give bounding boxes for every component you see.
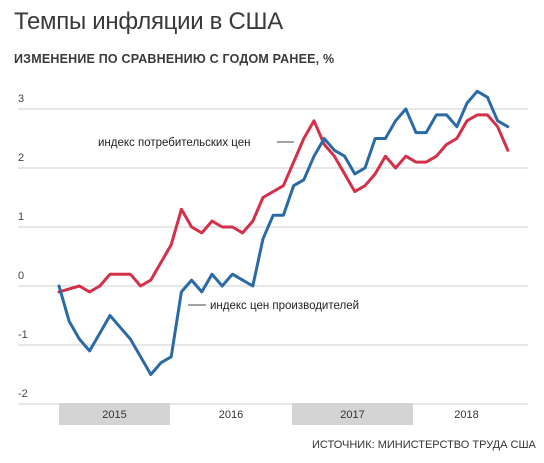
series-lines (57, 89, 510, 376)
y-tick-label: -1 (18, 329, 28, 341)
series-label-ppi: индекс цен производителей (210, 300, 359, 312)
y-tick-label: -2 (18, 388, 28, 400)
gridlines (18, 108, 528, 405)
y-tick-label: 0 (18, 270, 24, 282)
year-label: 2018 (454, 409, 478, 421)
chart-subtitle: ИЗМЕНЕНИЕ ПО СРАВНЕНИЮ С ГОДОМ РАНЕЕ, % (14, 52, 335, 66)
year-label: 2015 (102, 409, 126, 421)
chart-title: Темпы инфляции в США (14, 8, 283, 35)
y-axis-tick-labels: 3 2 1 0 -1 -2 (18, 93, 28, 400)
year-band-segment (292, 403, 413, 425)
y-tick-label: 3 (18, 93, 24, 105)
series-line-ppi (57, 89, 510, 376)
y-tick-label: 2 (18, 152, 24, 164)
year-band: 2015 2016 2017 2018 (59, 403, 479, 425)
y-tick-label: 1 (18, 211, 24, 223)
year-band-segment (59, 403, 170, 425)
source-note: ИСТОЧНИК: МИНИСТЕРСТВО ТРУДА США (312, 439, 536, 451)
year-label: 2017 (340, 409, 364, 421)
year-label: 2016 (219, 409, 243, 421)
series-label-cpi: индекс потребительских цен (98, 137, 251, 149)
series-labels: индекс потребительских цен индекс цен про… (98, 137, 359, 312)
series-line-cpi (57, 113, 510, 294)
